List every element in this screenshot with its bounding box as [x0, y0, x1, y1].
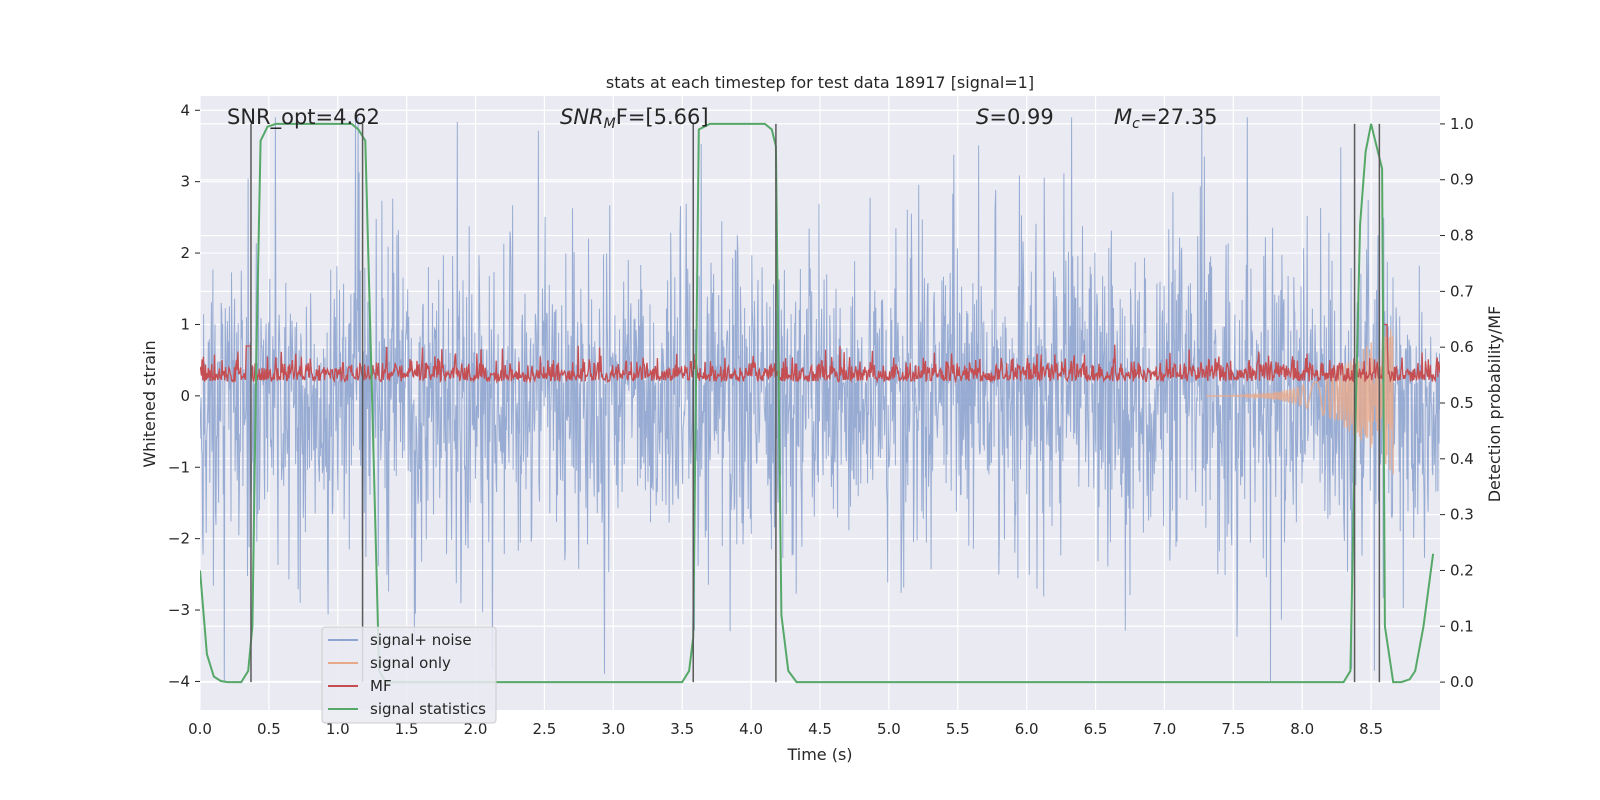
- legend-box: [321, 626, 497, 724]
- y2-tick-label: 0.7: [1450, 282, 1474, 300]
- y2-axis-title: Detection probability/MF: [1485, 306, 1504, 503]
- y2-tick-label: 0.2: [1450, 561, 1474, 579]
- legend-label-signal: signal only: [370, 654, 451, 672]
- x-tick-label: 5.0: [877, 720, 901, 738]
- x-tick-label: 8.0: [1290, 720, 1314, 738]
- y-tick-label: −4: [168, 672, 190, 690]
- annotation-snr-mf: SNRMF=[5.66]: [560, 105, 709, 132]
- x-tick-label: 8.5: [1359, 720, 1383, 738]
- mf-line: [200, 323, 1440, 384]
- y-tick-label: −1: [168, 458, 190, 476]
- y2-tick-label: 0.9: [1450, 171, 1474, 189]
- x-tick-label: 3.0: [601, 720, 625, 738]
- x-tick-label: 4.5: [808, 720, 832, 738]
- signal-noise-series: [200, 117, 1440, 682]
- vertical-markers: [250, 123, 1381, 683]
- x-tick-label: 7.5: [1221, 720, 1245, 738]
- chart-title: stats at each timestep for test data 189…: [606, 73, 1034, 92]
- y2-tick-label: 0.6: [1450, 338, 1474, 356]
- x-tick-label: 6.0: [1015, 720, 1039, 738]
- legend-label-stats: signal statistics: [370, 700, 486, 718]
- signal-noise-line: [200, 117, 1440, 682]
- y-tick-label: 0: [180, 387, 190, 405]
- signal-only-line: [1205, 326, 1394, 475]
- x-ticks: 0.0 0.5 1.0 1.5 2.0 2.5 3.0 3.5 4.0 4.5 5.0 5.5 6.0 6…: [188, 720, 1383, 738]
- x-tick-label: 1.5: [395, 720, 419, 738]
- y2-tick-label: 0.5: [1450, 394, 1474, 412]
- mf-series: [200, 323, 1440, 384]
- y2-tick-label: 0.4: [1450, 450, 1474, 468]
- x-tick-label: 2.5: [533, 720, 557, 738]
- y2-tick-label: 0.8: [1450, 227, 1474, 245]
- y2-tick-label: 0.1: [1450, 617, 1474, 635]
- y-tick-label: 2: [180, 244, 190, 262]
- y-tick-label: 4: [180, 101, 190, 119]
- x-tick-label: 7.0: [1153, 720, 1177, 738]
- y2-ticks: 1.0 0.9 0.8 0.7 0.6 0.5 0.4 0.3 0.2 0.1 0.0: [1440, 115, 1474, 691]
- annotation-snr-opt: SNR_opt=4.62: [227, 105, 380, 130]
- x-tick-label: 2.0: [464, 720, 488, 738]
- y-tick-label: −3: [168, 601, 190, 619]
- y2-tick-label: 0.3: [1450, 506, 1474, 524]
- y-ticks: 4 3 2 1 0 −1 −2 −3 −4: [168, 101, 200, 690]
- y-tick-label: 1: [180, 315, 190, 333]
- legend: signal+ noise signal only MF signal stat…: [321, 626, 497, 724]
- annotation-s: S=0.99: [976, 105, 1054, 129]
- x-tick-label: 0.0: [188, 720, 212, 738]
- x-tick-label: 6.5: [1084, 720, 1108, 738]
- signal-only-series: [1205, 326, 1394, 475]
- y-axis-title: Whitened strain: [140, 340, 159, 467]
- legend-label-mf: MF: [370, 677, 392, 695]
- x-tick-label: 1.0: [326, 720, 350, 738]
- x-tick-label: 5.5: [946, 720, 970, 738]
- y2-tick-label: 0.0: [1450, 673, 1474, 691]
- x-tick-label: 3.5: [670, 720, 694, 738]
- annotation-mc: Mc=27.35: [1114, 105, 1218, 132]
- x-tick-label: 0.5: [257, 720, 281, 738]
- legend-label-noise: signal+ noise: [370, 631, 472, 649]
- y2-tick-label: 1.0: [1450, 115, 1474, 133]
- x-tick-label: 4.0: [739, 720, 763, 738]
- y-tick-label: 3: [180, 173, 190, 191]
- y-tick-label: −2: [168, 530, 190, 548]
- x-axis-title: Time (s): [786, 745, 852, 764]
